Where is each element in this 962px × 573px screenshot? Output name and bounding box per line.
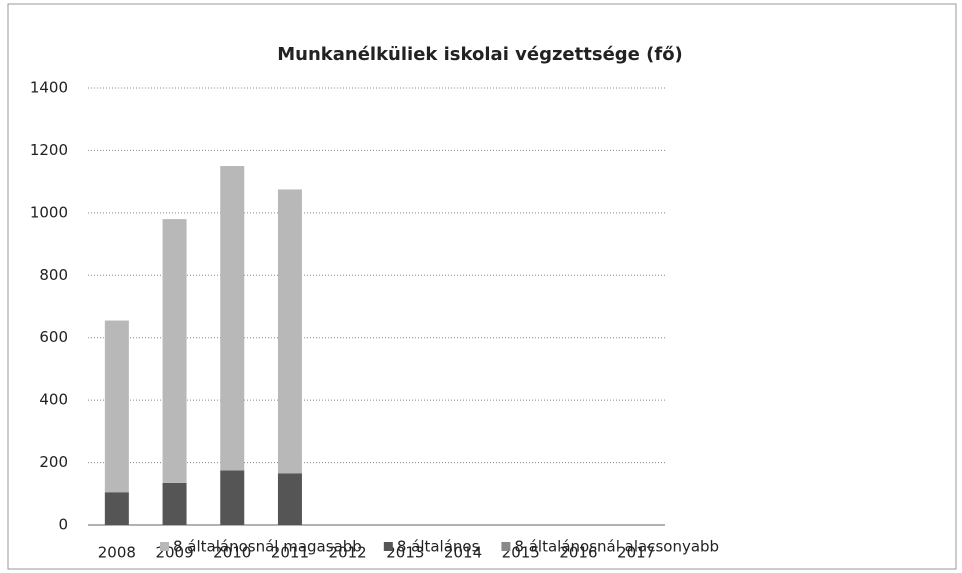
legend-swatch — [501, 542, 511, 551]
x-tick-label: 2013 — [386, 544, 424, 562]
y-tick-label: 0 — [58, 516, 68, 534]
legend-label: 8 általánosnál magasabb — [173, 538, 362, 556]
legend-label: 8 általános — [397, 538, 480, 556]
legend-swatch — [383, 542, 393, 551]
x-tick-label: 2008 — [98, 544, 136, 562]
legend-swatch — [160, 542, 169, 551]
bar-segment — [104, 320, 129, 493]
y-tick-label: 600 — [39, 328, 68, 346]
x-tick-label: 2012 — [329, 544, 367, 562]
x-tick-label: 2010 — [213, 544, 251, 562]
bar-segment — [162, 219, 187, 483]
bar-segment — [162, 482, 187, 525]
x-tick-label: 2017 — [617, 544, 655, 562]
bar-segment — [104, 492, 129, 525]
chart-title: Munkanélküliek iskolai végzettsége (fő) — [277, 44, 683, 65]
y-tick-label: 1400 — [30, 79, 68, 97]
x-tick-label: 2015 — [502, 544, 540, 562]
y-tick-label: 800 — [39, 266, 68, 284]
x-tick-label: 2014 — [444, 544, 482, 562]
legend-label: 8 általánosnál alacsonyabb — [514, 538, 719, 556]
x-tick-label: 2016 — [559, 544, 597, 562]
y-tick-label: 200 — [39, 453, 68, 471]
chart-frame — [7, 3, 957, 570]
x-tick-label: 2011 — [271, 544, 309, 562]
bar-segment — [277, 189, 302, 474]
bar-segment — [220, 166, 245, 471]
y-tick-label: 1200 — [30, 141, 68, 159]
bar-segment — [277, 473, 302, 525]
y-tick-label: 1000 — [30, 203, 68, 221]
y-tick-label: 400 — [39, 391, 68, 409]
bar-segment — [220, 470, 245, 525]
